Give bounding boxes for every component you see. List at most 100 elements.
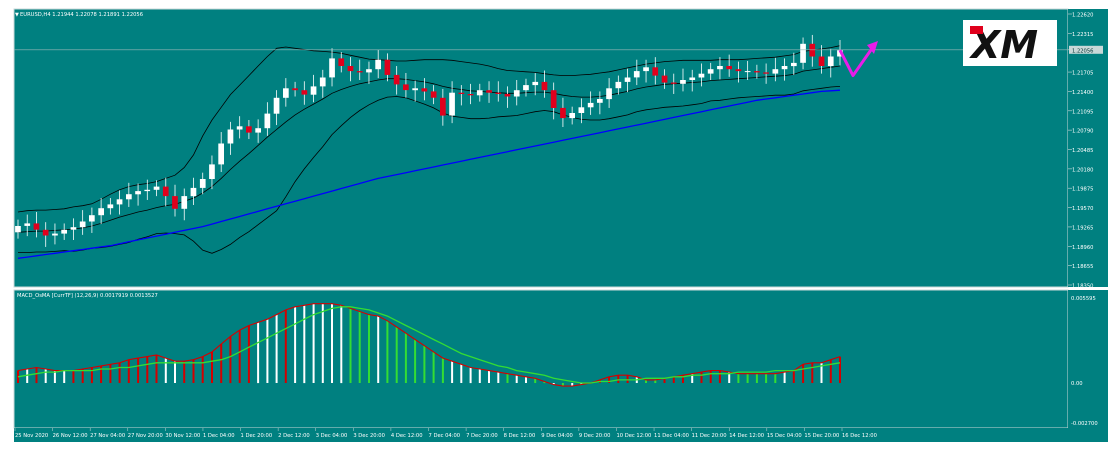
- histogram-bar: [321, 303, 324, 383]
- candle-body: [467, 94, 474, 96]
- candle-body: [633, 71, 640, 78]
- candle-body: [430, 91, 437, 98]
- histogram-bar: [663, 378, 666, 383]
- time-tick-label: 25 Nov 2020: [15, 433, 48, 439]
- histogram-bar: [386, 320, 389, 383]
- candle-body: [661, 75, 668, 83]
- candle-body: [421, 88, 428, 92]
- histogram-bar: [672, 376, 675, 383]
- bollinger-lower: [18, 86, 841, 254]
- candle-body: [791, 62, 797, 67]
- histogram-bar: [654, 379, 657, 383]
- price-tick-label: 1.18960: [1072, 245, 1093, 251]
- price-tick-label: 1.21705: [1072, 71, 1093, 77]
- candle-body: [375, 59, 381, 70]
- candle-body: [717, 66, 723, 70]
- histogram-bar: [229, 336, 232, 384]
- candle-body: [116, 199, 123, 205]
- time-tick-label: 27 Nov 20:00: [128, 433, 163, 439]
- macd-histogram: [17, 303, 841, 387]
- time-tick-label: 8 Dec 12:00: [504, 433, 536, 439]
- histogram-bar: [109, 364, 112, 383]
- histogram-bar: [645, 379, 647, 383]
- candle-body: [273, 97, 280, 114]
- histogram-bar: [414, 339, 417, 383]
- candle-body: [680, 80, 686, 84]
- candle-body: [107, 204, 114, 209]
- time-tick-label: 26 Nov 12:00: [53, 433, 88, 439]
- histogram-bar: [275, 314, 278, 383]
- histogram-bar: [404, 333, 407, 383]
- candle-body: [458, 92, 465, 94]
- candle-body: [495, 92, 502, 94]
- histogram-bar: [820, 362, 823, 383]
- time-tick-label: 3 Dec 04:00: [316, 433, 348, 439]
- price-scale[interactable]: [1068, 9, 1108, 287]
- histogram-bar: [691, 373, 694, 383]
- histogram-bar: [718, 370, 721, 383]
- candle-body: [246, 126, 252, 133]
- histogram-bar: [525, 376, 527, 383]
- macd-pane[interactable]: [13, 289, 1069, 429]
- macd-scale[interactable]: [1068, 290, 1108, 428]
- candle-body: [532, 81, 539, 86]
- candle-body: [615, 81, 622, 89]
- time-axis[interactable]: [14, 428, 1108, 442]
- arrow-path: [838, 46, 875, 78]
- candle-body: [486, 90, 492, 93]
- candle-body: [264, 113, 271, 129]
- histogram-bar: [72, 370, 75, 383]
- candle-body: [504, 94, 511, 97]
- time-tick-label: 2 Dec 12:00: [278, 433, 310, 439]
- time-tick-label: 1 Dec 04:00: [203, 433, 235, 439]
- price-pane[interactable]: [13, 8, 1069, 288]
- candle-body: [319, 77, 326, 87]
- histogram-bar: [682, 375, 684, 383]
- candle-body: [578, 107, 585, 113]
- candle-body: [809, 43, 816, 57]
- candle-body: [523, 85, 529, 91]
- time-tick-label: 15 Dec 20:00: [804, 433, 839, 439]
- bollinger-middle: [17, 65, 841, 233]
- price-tick-label: 1.20485: [1072, 148, 1093, 154]
- price-tick-label: 1.21400: [1072, 90, 1093, 96]
- candle-body: [384, 59, 391, 75]
- histogram-bar: [608, 376, 611, 383]
- histogram-bar: [220, 344, 223, 383]
- histogram-bar: [395, 327, 398, 383]
- time-tick-label: 27 Nov 04:00: [90, 433, 125, 439]
- candle-body: [135, 191, 141, 195]
- histogram-bar: [118, 362, 121, 383]
- price-tick-label: 1.18350: [1072, 284, 1093, 290]
- time-tick-label: 9 Dec 04:00: [541, 433, 573, 439]
- candle-body: [162, 186, 169, 197]
- candle-body: [449, 92, 455, 116]
- macd-tick-label: 0.00: [1071, 381, 1083, 387]
- candle-body: [283, 88, 289, 98]
- candle-body: [366, 69, 372, 73]
- candle-body: [624, 77, 631, 82]
- candle-body: [52, 233, 58, 236]
- histogram-bar: [81, 369, 84, 383]
- candle-body: [587, 102, 594, 108]
- histogram-bar: [183, 361, 186, 383]
- candle-body: [827, 56, 834, 66]
- histogram-bar: [137, 358, 140, 383]
- candle-body: [652, 67, 659, 76]
- histogram-bar: [561, 383, 564, 387]
- histogram-bar: [811, 362, 814, 383]
- candle-body: [744, 71, 751, 73]
- candle-body: [476, 90, 483, 96]
- histogram-bar: [728, 372, 731, 383]
- candle-body: [403, 84, 409, 91]
- histogram-bar: [340, 305, 343, 384]
- histogram-bar: [312, 303, 315, 383]
- price-tick-label: 1.22056: [1072, 48, 1093, 54]
- candle-body: [172, 196, 178, 209]
- candle-body: [153, 186, 160, 190]
- histogram-bar: [368, 314, 370, 383]
- histogram-bar: [488, 370, 490, 383]
- chart-menu-triangle-icon[interactable]: ▼: [15, 12, 19, 18]
- histogram-bar: [377, 316, 380, 383]
